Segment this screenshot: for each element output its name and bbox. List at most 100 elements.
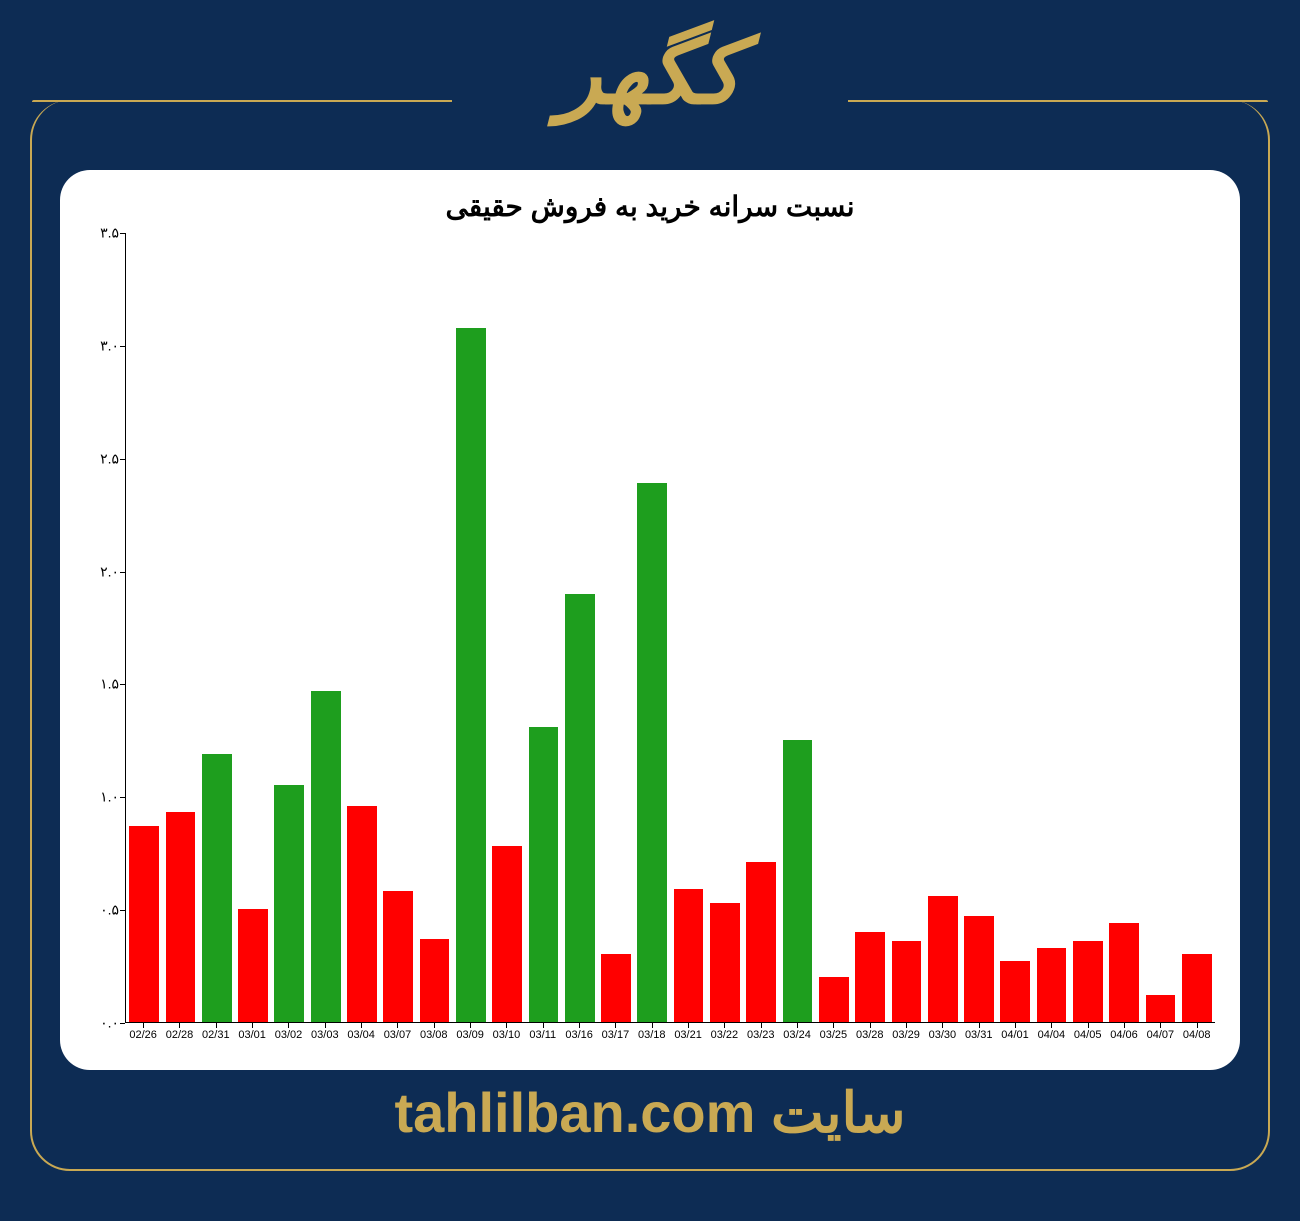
bar-slot bbox=[1179, 233, 1215, 1022]
bar bbox=[637, 483, 667, 1022]
y-tick-label: ۲.۵ bbox=[100, 450, 119, 467]
y-tick-label: ۰.۰ bbox=[100, 1015, 119, 1032]
x-tick: 03/16 bbox=[561, 1023, 597, 1053]
x-tick-label: 04/04 bbox=[1038, 1029, 1066, 1041]
bar bbox=[674, 889, 704, 1022]
y-tick-label: ۲.۰ bbox=[100, 563, 119, 580]
bar-slot bbox=[344, 233, 380, 1022]
x-tick: 04/08 bbox=[1179, 1023, 1215, 1053]
x-tick: 03/30 bbox=[924, 1023, 960, 1053]
bar-slot bbox=[271, 233, 307, 1022]
x-tick-label: 04/06 bbox=[1110, 1029, 1138, 1041]
y-tick-label: ۳.۰ bbox=[100, 337, 119, 354]
x-tick-label: 03/10 bbox=[493, 1029, 521, 1041]
bar bbox=[238, 909, 268, 1022]
x-tick: 03/03 bbox=[307, 1023, 343, 1053]
bar bbox=[783, 740, 813, 1022]
bar bbox=[565, 594, 595, 1022]
bar-slot bbox=[743, 233, 779, 1022]
bar bbox=[383, 891, 413, 1022]
bar-slot bbox=[235, 233, 271, 1022]
x-tick-label: 04/05 bbox=[1074, 1029, 1102, 1041]
bar bbox=[420, 939, 450, 1022]
x-tick-label: 03/29 bbox=[892, 1029, 920, 1041]
bar bbox=[1109, 923, 1139, 1022]
bar-slot bbox=[779, 233, 815, 1022]
x-tick: 03/25 bbox=[815, 1023, 851, 1053]
x-tick: 03/17 bbox=[597, 1023, 633, 1053]
bars-container bbox=[126, 233, 1215, 1022]
bar bbox=[892, 941, 922, 1022]
x-tick: 03/11 bbox=[525, 1023, 561, 1053]
x-tick-label: 03/23 bbox=[747, 1029, 775, 1041]
bar-slot bbox=[489, 233, 525, 1022]
y-axis: ۰.۰۰.۵۱.۰۱.۵۲.۰۲.۵۳.۰۳.۵ bbox=[80, 233, 125, 1023]
x-tick: 04/06 bbox=[1106, 1023, 1142, 1053]
bar-slot bbox=[307, 233, 343, 1022]
bar-slot bbox=[670, 233, 706, 1022]
x-tick-label: 03/18 bbox=[638, 1029, 666, 1041]
bar-slot bbox=[380, 233, 416, 1022]
x-tick: 03/21 bbox=[670, 1023, 706, 1053]
x-tick-label: 03/08 bbox=[420, 1029, 448, 1041]
bar bbox=[710, 903, 740, 1022]
x-tick-label: 03/03 bbox=[311, 1029, 339, 1041]
bar-slot bbox=[707, 233, 743, 1022]
bar bbox=[529, 727, 559, 1022]
x-tick-label: 03/30 bbox=[929, 1029, 957, 1041]
x-tick: 03/29 bbox=[888, 1023, 924, 1053]
bar bbox=[1037, 948, 1067, 1022]
x-tick-label: 04/07 bbox=[1147, 1029, 1175, 1041]
x-tick-label: 03/01 bbox=[238, 1029, 266, 1041]
x-tick-label: 03/21 bbox=[674, 1029, 702, 1041]
chart-panel: نسبت سرانه خرید به فروش حقیقی ۰.۰۰.۵۱.۰۱… bbox=[60, 170, 1240, 1070]
bar bbox=[819, 977, 849, 1022]
x-tick: 02/28 bbox=[161, 1023, 197, 1053]
x-tick-label: 03/25 bbox=[820, 1029, 848, 1041]
bar-slot bbox=[925, 233, 961, 1022]
bar-slot bbox=[162, 233, 198, 1022]
x-tick: 02/26 bbox=[125, 1023, 161, 1053]
bar bbox=[1182, 954, 1212, 1022]
x-tick-label: 03/24 bbox=[783, 1029, 811, 1041]
x-tick-label: 02/28 bbox=[166, 1029, 194, 1041]
x-tick-label: 03/04 bbox=[347, 1029, 375, 1041]
x-tick-label: 03/02 bbox=[275, 1029, 303, 1041]
bar-slot bbox=[598, 233, 634, 1022]
x-tick: 03/10 bbox=[488, 1023, 524, 1053]
x-tick: 03/23 bbox=[743, 1023, 779, 1053]
bar-slot bbox=[416, 233, 452, 1022]
bar-slot bbox=[852, 233, 888, 1022]
x-tick: 03/01 bbox=[234, 1023, 270, 1053]
x-tick-label: 04/08 bbox=[1183, 1029, 1211, 1041]
bar-slot bbox=[1142, 233, 1178, 1022]
x-tick: 03/24 bbox=[779, 1023, 815, 1053]
bar bbox=[601, 954, 631, 1022]
plot-area bbox=[125, 233, 1215, 1023]
footer-url: tahlilban.com bbox=[394, 1081, 755, 1144]
x-tick: 04/04 bbox=[1033, 1023, 1069, 1053]
x-tick: 03/18 bbox=[634, 1023, 670, 1053]
plot-area-wrap: ۰.۰۰.۵۱.۰۱.۵۲.۰۲.۵۳.۰۳.۵ 02/2602/2802/31… bbox=[80, 233, 1220, 1053]
y-tick-label: ۰.۵ bbox=[100, 902, 119, 919]
x-tick: 03/02 bbox=[270, 1023, 306, 1053]
x-tick-label: 03/16 bbox=[565, 1029, 593, 1041]
x-tick: 03/31 bbox=[961, 1023, 997, 1053]
bar-slot bbox=[562, 233, 598, 1022]
bar bbox=[492, 846, 522, 1022]
bar-slot bbox=[126, 233, 162, 1022]
bar bbox=[202, 754, 232, 1022]
bar-slot bbox=[199, 233, 235, 1022]
y-tick-label: ۱.۵ bbox=[100, 676, 119, 693]
bar bbox=[964, 916, 994, 1022]
x-tick-label: 02/31 bbox=[202, 1029, 230, 1041]
bar-slot bbox=[888, 233, 924, 1022]
footer-prefix: سایت bbox=[771, 1081, 906, 1144]
x-tick: 04/05 bbox=[1070, 1023, 1106, 1053]
bar bbox=[274, 785, 304, 1022]
x-tick: 04/07 bbox=[1142, 1023, 1178, 1053]
x-tick: 03/22 bbox=[706, 1023, 742, 1053]
x-tick: 03/04 bbox=[343, 1023, 379, 1053]
bar bbox=[855, 932, 885, 1022]
x-tick-label: 02/26 bbox=[129, 1029, 157, 1041]
